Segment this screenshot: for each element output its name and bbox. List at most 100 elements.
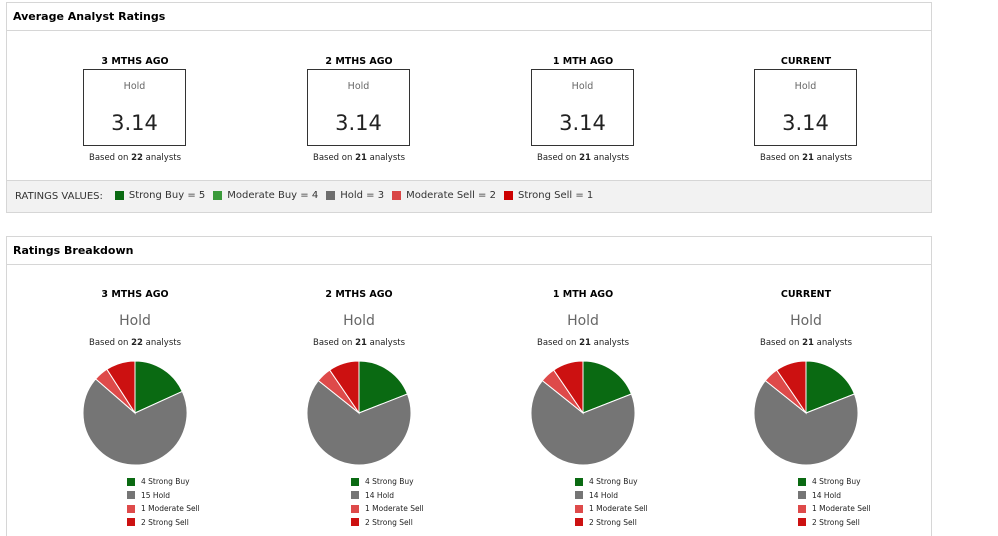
analyst-count: 21	[579, 153, 591, 163]
pie-legend-item: 4 Strong Buy	[798, 475, 871, 489]
color-swatch	[127, 491, 135, 500]
rating-column: CURRENT Hold 3.14 Based on 21 analysts	[706, 3, 906, 183]
pie-slice-strong-sell	[776, 360, 807, 415]
pie-legend: 4 Strong Buy 15 Hold 1 Moderate Sell 2 Stro…	[127, 475, 200, 529]
based-on-text: Based on 21 analysts	[312, 338, 406, 348]
consensus-label: Hold	[343, 313, 375, 329]
pie-legend-item: 15 Hold	[127, 489, 200, 503]
pie-slice-hold	[306, 379, 412, 466]
pie-slice-strong-buy	[805, 360, 856, 414]
column-header: 1 MTH AGO	[552, 289, 614, 300]
color-swatch	[798, 491, 806, 500]
ratings-value-item: Strong Buy = 5	[114, 190, 205, 201]
based-on-text: Based on 22 analysts	[88, 153, 182, 163]
color-swatch	[114, 191, 124, 200]
pie-slice-hold	[753, 379, 859, 466]
color-swatch	[575, 504, 583, 513]
column-header: 3 MTHS AGO	[101, 56, 169, 67]
consensus-label: Hold	[571, 81, 594, 92]
rating-column: 3 MTHS AGO Hold 3.14 Based on 22 analyst…	[35, 3, 235, 183]
color-swatch	[798, 477, 806, 486]
breakdown-column: 2 MTHS AGO Hold Based on 21 analysts 4 S…	[259, 237, 459, 533]
ratings-breakdown-panel: Ratings Breakdown 3 MTHS AGO Hold Based …	[6, 236, 932, 536]
pie-chart	[306, 360, 412, 466]
pie-slice-strong-sell	[106, 360, 136, 415]
color-swatch	[798, 518, 806, 527]
pie-chart	[753, 360, 859, 466]
average-ratings-panel: Average Analyst Ratings 3 MTHS AGO Hold …	[6, 2, 932, 213]
pie-legend-item: 14 Hold	[351, 489, 424, 503]
consensus-label: Hold	[123, 81, 146, 92]
rating-box: Hold 3.14	[531, 69, 634, 146]
breakdown-column: 1 MTH AGO Hold Based on 21 analysts 4 St…	[483, 237, 683, 533]
pie-legend-item: 4 Strong Buy	[575, 475, 648, 489]
pie-legend: 4 Strong Buy 14 Hold 1 Moderate Sell 2 Stro…	[575, 475, 648, 529]
analyst-count: 21	[802, 338, 814, 348]
breakdown-column: CURRENT Hold Based on 21 analysts 4 Stro…	[706, 237, 906, 533]
color-swatch	[575, 491, 583, 500]
color-swatch	[326, 191, 336, 200]
column-header: 1 MTH AGO	[552, 56, 614, 67]
ratings-value-item: Moderate Buy = 4	[213, 190, 318, 201]
pie-legend-item: 2 Strong Sell	[798, 516, 871, 530]
rating-column: 2 MTHS AGO Hold 3.14 Based on 21 analyst…	[259, 3, 459, 183]
pie-slice-hold	[530, 379, 636, 466]
color-swatch	[351, 477, 359, 486]
color-swatch	[127, 504, 135, 513]
panel-title: Ratings Breakdown	[7, 237, 931, 265]
rating-column: 1 MTH AGO Hold 3.14 Based on 21 analysts	[483, 3, 683, 183]
column-header: 3 MTHS AGO	[101, 289, 169, 300]
analyst-count: 21	[355, 153, 367, 163]
ratings-values-label: RATINGS VALUES:	[15, 191, 103, 202]
pie-legend-item: 14 Hold	[798, 489, 871, 503]
pie-legend-item: 4 Strong Buy	[127, 475, 200, 489]
ratings-values-legend: RATINGS VALUES: Strong Buy = 5 Moderate B…	[7, 180, 931, 212]
based-on-text: Based on 21 analysts	[312, 153, 406, 163]
color-swatch	[392, 191, 402, 200]
consensus-label: Hold	[119, 313, 151, 329]
analyst-count: 21	[579, 338, 591, 348]
pie-legend-item: 2 Strong Sell	[127, 516, 200, 530]
rating-box: Hold 3.14	[83, 69, 186, 146]
color-swatch	[127, 518, 135, 527]
pie-slice-strong-buy	[134, 360, 183, 414]
analyst-count: 22	[131, 153, 143, 163]
column-header: 2 MTHS AGO	[325, 56, 393, 67]
color-swatch	[351, 504, 359, 513]
average-score: 3.14	[335, 111, 382, 135]
color-swatch	[351, 518, 359, 527]
average-score: 3.14	[782, 111, 829, 135]
pie-slice-strong-sell	[553, 360, 584, 415]
pie-legend: 4 Strong Buy 14 Hold 1 Moderate Sell 2 Stro…	[798, 475, 871, 529]
color-swatch	[213, 191, 223, 200]
color-swatch	[127, 477, 135, 486]
pie-slice-strong-buy	[358, 360, 409, 414]
consensus-label: Hold	[567, 313, 599, 329]
ratings-value-item: Strong Sell = 1	[503, 190, 593, 201]
based-on-text: Based on 22 analysts	[88, 338, 182, 348]
color-swatch	[798, 504, 806, 513]
pie-chart	[82, 360, 188, 466]
breakdown-column: 3 MTHS AGO Hold Based on 22 analysts 4 S…	[35, 237, 235, 533]
pie-slice-strong-sell	[329, 360, 360, 415]
column-header: CURRENT	[780, 56, 832, 67]
color-swatch	[503, 191, 513, 200]
pie-slice-strong-buy	[582, 360, 633, 414]
consensus-label: Hold	[794, 81, 817, 92]
ratings-value-item: Hold = 3	[326, 190, 384, 201]
pie-legend-item: 2 Strong Sell	[351, 516, 424, 530]
pie-legend-item: 1 Moderate Sell	[351, 502, 424, 516]
based-on-text: Based on 21 analysts	[759, 338, 853, 348]
pie-legend: 4 Strong Buy 14 Hold 1 Moderate Sell 2 Stro…	[351, 475, 424, 529]
color-swatch	[575, 518, 583, 527]
analyst-count: 21	[802, 153, 814, 163]
based-on-text: Based on 21 analysts	[536, 153, 630, 163]
pie-slice-hold	[82, 378, 188, 466]
pie-legend-item: 14 Hold	[575, 489, 648, 503]
column-header: 2 MTHS AGO	[325, 289, 393, 300]
analyst-count: 22	[131, 338, 143, 348]
analyst-count: 21	[355, 338, 367, 348]
based-on-text: Based on 21 analysts	[536, 338, 630, 348]
pie-legend-item: 1 Moderate Sell	[798, 502, 871, 516]
color-swatch	[575, 477, 583, 486]
